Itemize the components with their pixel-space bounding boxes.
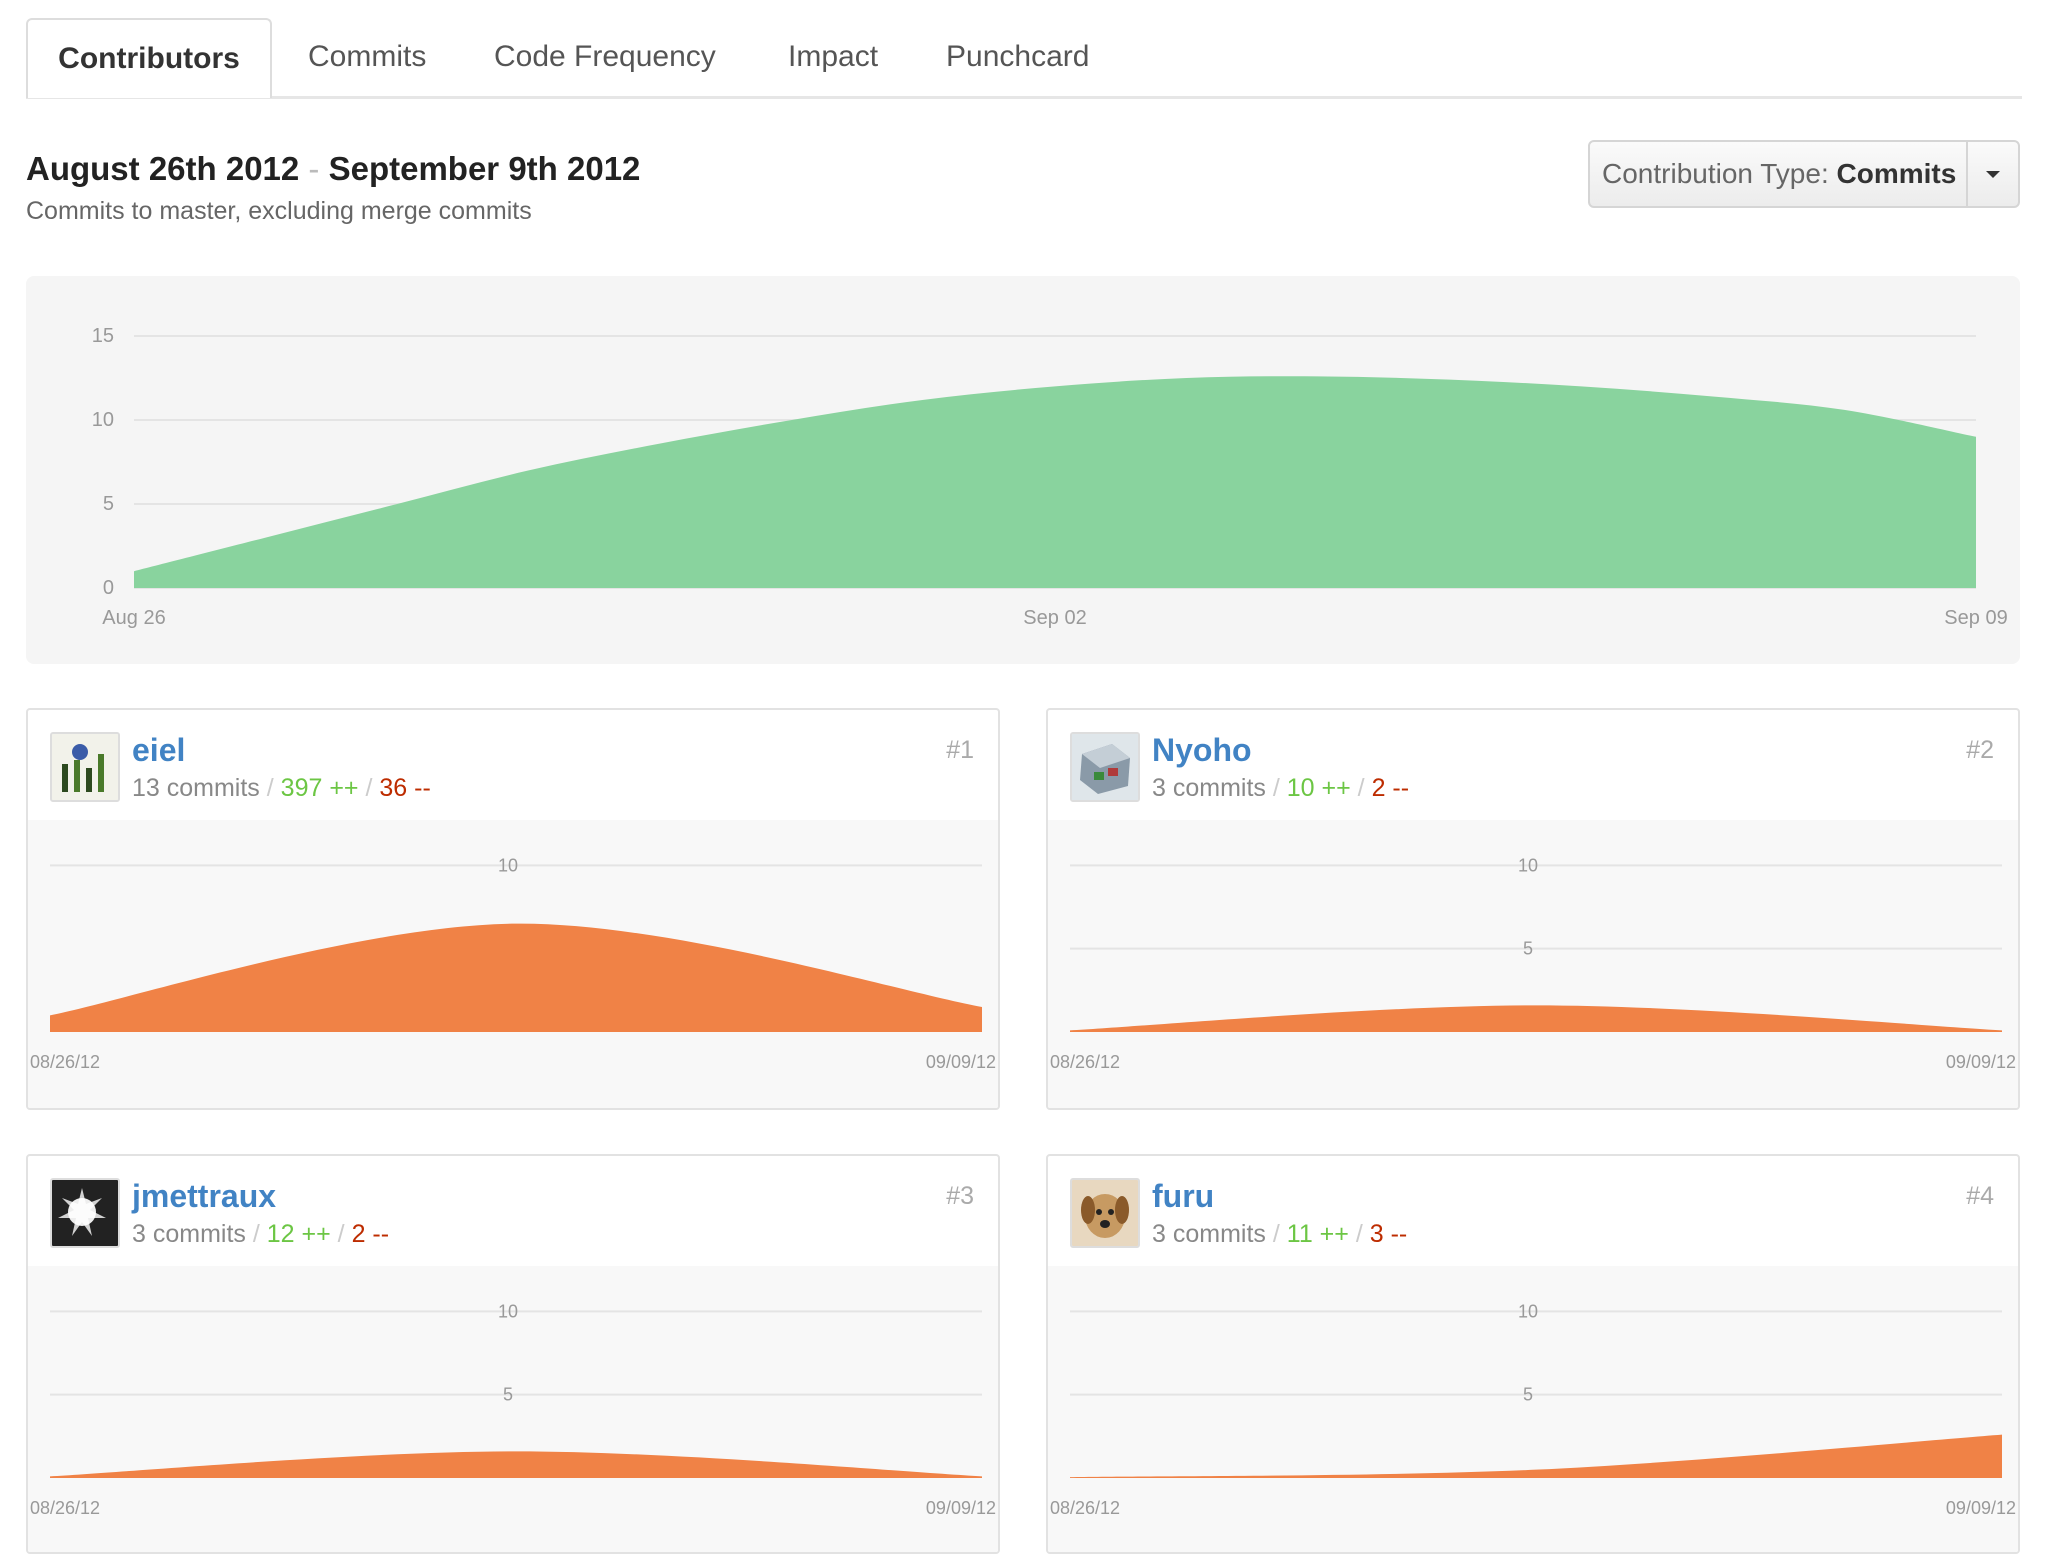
- contributor-header: furu 3 commits / 11 ++ / 3 -- #4: [1048, 1156, 2018, 1266]
- contributor-card: eiel 13 commits / 397 ++ / 36 -- #1 10 08…: [26, 708, 1000, 1110]
- avatar-icon[interactable]: [50, 1178, 120, 1248]
- commit-count: 3 commits: [1152, 1220, 1266, 1248]
- additions-count: 11 ++: [1286, 1220, 1349, 1248]
- y-tick-label: 0: [103, 577, 114, 599]
- area-series: [1070, 1434, 2002, 1478]
- x-tick-label: Sep 02: [1023, 607, 1086, 629]
- contribution-type-label: Contribution Type: Commits: [1602, 142, 1956, 206]
- y-tick-label: 10: [1518, 1301, 1538, 1321]
- caret-down-icon: [1986, 171, 2000, 178]
- additions-count: 12 ++: [266, 1220, 331, 1248]
- area-series: [134, 376, 1976, 588]
- contributor-stats: 13 commits / 397 ++ / 36 --: [132, 774, 431, 802]
- range-start: August 26th 2012: [26, 150, 300, 187]
- tab-code-frequency[interactable]: Code Frequency: [494, 40, 716, 73]
- contributor-name-link[interactable]: furu: [1152, 1178, 1215, 1214]
- x-tick-label: 08/26/12: [1050, 1052, 1120, 1072]
- tab-impact[interactable]: Impact: [788, 40, 879, 73]
- y-tick-label: 5: [1523, 939, 1533, 959]
- deletions-count: 36 --: [379, 774, 431, 802]
- avatar-icon[interactable]: [1070, 1178, 1140, 1248]
- x-tick-label: 09/09/12: [1946, 1052, 2016, 1072]
- contribution-type-value: Commits: [1836, 158, 1957, 189]
- contributor-card: jmettraux 3 commits / 12 ++ / 2 -- #3 5 1…: [26, 1154, 1000, 1554]
- area-series: [50, 1451, 982, 1478]
- contributor-card: furu 3 commits / 11 ++ / 3 -- #4 5 10 08/2…: [1046, 1154, 2020, 1554]
- contributor-chart-svg: 10 08/26/12 09/09/12: [30, 855, 996, 1072]
- y-tick-label: 10: [1518, 855, 1538, 875]
- contributor-chart-svg: 5 10 08/26/12 09/09/12: [1050, 855, 2016, 1072]
- date-range-title: August 26th 2012 - September 9th 2012: [26, 150, 640, 188]
- y-tick-label: 5: [1523, 1385, 1533, 1405]
- contributor-chart: 10 08/26/12 09/09/12: [28, 820, 998, 1108]
- main-commits-chart: 0 5 10 15 Aug 26 Sep 02 Sep 09: [26, 276, 2020, 664]
- contributor-card: Nyoho 3 commits / 10 ++ / 2 -- #2 5 10 08/…: [1046, 708, 2020, 1110]
- y-tick-label: 5: [103, 493, 114, 515]
- contributor-name-link[interactable]: jmettraux: [132, 1178, 277, 1214]
- deletions-count: 2 --: [1371, 774, 1410, 802]
- x-tick-label: 09/09/12: [926, 1052, 996, 1072]
- contributor-chart-svg: 5 10 08/26/12 09/09/12: [1050, 1301, 2016, 1518]
- area-series: [50, 923, 982, 1032]
- tab-commits[interactable]: Commits: [308, 40, 427, 73]
- contribution-type-dropdown[interactable]: Contribution Type: Commits: [1588, 140, 2020, 208]
- tab-contributors[interactable]: Contributors: [26, 18, 272, 98]
- x-tick-label: 09/09/12: [1946, 1498, 2016, 1518]
- contributor-stats: 3 commits / 10 ++ / 2 --: [1152, 774, 1410, 802]
- avatar-icon[interactable]: [50, 732, 120, 802]
- contribution-type-prefix: Contribution Type:: [1602, 158, 1829, 189]
- contributor-header: jmettraux 3 commits / 12 ++ / 2 -- #3: [28, 1156, 998, 1266]
- contributor-stats: 3 commits / 11 ++ / 3 --: [1152, 1220, 1408, 1248]
- area-series: [1070, 1005, 2002, 1032]
- x-tick-label: 08/26/12: [30, 1052, 100, 1072]
- y-tick-label: 10: [498, 855, 518, 875]
- contributor-name-link[interactable]: Nyoho: [1152, 732, 1252, 768]
- x-tick-label: 09/09/12: [926, 1498, 996, 1518]
- dropdown-toggle[interactable]: [1966, 142, 2018, 206]
- contributor-rank: #1: [946, 736, 974, 764]
- x-tick-label: 08/26/12: [30, 1498, 100, 1518]
- range-subtitle: Commits to master, excluding merge commi…: [26, 197, 532, 225]
- contributor-rank: #3: [946, 1182, 974, 1210]
- contributor-header: eiel 13 commits / 397 ++ / 36 -- #1: [28, 710, 998, 820]
- y-tick-label: 10: [498, 1301, 518, 1321]
- contributor-chart: 5 10 08/26/12 09/09/12: [1048, 820, 2018, 1108]
- contributor-name-link[interactable]: eiel: [132, 732, 186, 768]
- x-tick-label: Sep 09: [1944, 607, 2007, 629]
- contributor-rank: #2: [1966, 736, 1994, 764]
- deletions-count: 2 --: [351, 1220, 390, 1248]
- range-end: September 9th 2012: [328, 150, 641, 187]
- contributor-chart: 5 10 08/26/12 09/09/12: [28, 1266, 998, 1552]
- additions-count: 397 ++: [280, 774, 359, 802]
- y-tick-label: 10: [92, 409, 114, 431]
- range-separator: -: [308, 150, 320, 187]
- graph-tabs: Contributors Commits Code Frequency Impa…: [26, 18, 2022, 99]
- y-tick-label: 5: [503, 1385, 513, 1405]
- contributor-chart: 5 10 08/26/12 09/09/12: [1048, 1266, 2018, 1552]
- y-tick-label: 15: [92, 325, 114, 347]
- deletions-count: 3 --: [1369, 1220, 1408, 1248]
- contributor-chart-svg: 5 10 08/26/12 09/09/12: [30, 1301, 996, 1518]
- main-chart-svg: 0 5 10 15 Aug 26 Sep 02 Sep 09: [92, 325, 2008, 629]
- contributor-header: Nyoho 3 commits / 10 ++ / 2 -- #2: [1048, 710, 2018, 820]
- x-tick-label: 08/26/12: [1050, 1498, 1120, 1518]
- x-tick-label: Aug 26: [102, 607, 165, 629]
- contributor-stats: 3 commits / 12 ++ / 2 --: [132, 1220, 390, 1248]
- contributor-rank: #4: [1966, 1182, 1994, 1210]
- avatar-icon[interactable]: [1070, 732, 1140, 802]
- commit-count: 13 commits: [132, 774, 260, 802]
- tab-punchcard[interactable]: Punchcard: [946, 40, 1090, 73]
- commit-count: 3 commits: [1152, 774, 1266, 802]
- additions-count: 10 ++: [1286, 774, 1351, 802]
- commit-count: 3 commits: [132, 1220, 246, 1248]
